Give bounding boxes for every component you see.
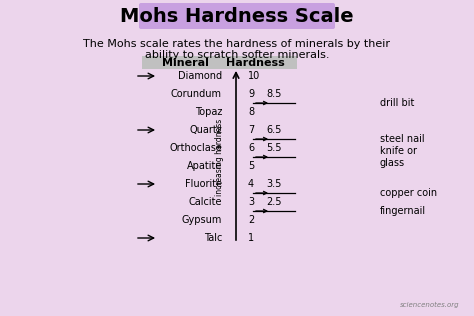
Text: drill bit: drill bit — [380, 98, 414, 108]
Text: knife or
glass: knife or glass — [380, 146, 417, 168]
Text: Quartz: Quartz — [189, 125, 222, 135]
Text: The Mohs scale rates the hardness of minerals by their: The Mohs scale rates the hardness of min… — [83, 39, 391, 49]
Text: fingernail: fingernail — [380, 206, 426, 216]
Text: sciencenotes.org: sciencenotes.org — [401, 302, 460, 308]
Text: increasing hardness: increasing hardness — [216, 118, 225, 196]
Text: Corundum: Corundum — [171, 89, 222, 99]
Text: Apatite: Apatite — [187, 161, 222, 171]
Text: ability to scratch softer minerals.: ability to scratch softer minerals. — [145, 50, 329, 60]
Text: Talc: Talc — [204, 233, 222, 243]
FancyBboxPatch shape — [139, 3, 335, 29]
Text: 8: 8 — [248, 107, 254, 117]
Text: 1: 1 — [248, 233, 254, 243]
Text: Topaz: Topaz — [195, 107, 222, 117]
Text: Orthoclase: Orthoclase — [169, 143, 222, 153]
Text: 8.5: 8.5 — [266, 89, 282, 99]
Text: 10: 10 — [248, 71, 260, 81]
Text: Mohs Hardness Scale: Mohs Hardness Scale — [120, 7, 354, 26]
Text: 6: 6 — [248, 143, 254, 153]
Text: 7: 7 — [248, 125, 254, 135]
Text: 4: 4 — [248, 179, 254, 189]
Text: Hardness: Hardness — [226, 58, 284, 68]
Text: 3.5: 3.5 — [266, 179, 282, 189]
Text: steel nail: steel nail — [380, 134, 425, 144]
Text: 2: 2 — [248, 215, 254, 225]
Text: Diamond: Diamond — [178, 71, 222, 81]
Text: Mineral: Mineral — [162, 58, 209, 68]
Text: 6.5: 6.5 — [266, 125, 282, 135]
Text: 3: 3 — [248, 197, 254, 207]
Text: 5: 5 — [248, 161, 254, 171]
Text: 9: 9 — [248, 89, 254, 99]
Text: Calcite: Calcite — [189, 197, 222, 207]
Text: copper coin: copper coin — [380, 188, 437, 198]
Text: Fluorite: Fluorite — [185, 179, 222, 189]
Text: Gypsum: Gypsum — [182, 215, 222, 225]
Text: 2.5: 2.5 — [266, 197, 282, 207]
Text: 5.5: 5.5 — [266, 143, 282, 153]
FancyBboxPatch shape — [142, 56, 297, 69]
